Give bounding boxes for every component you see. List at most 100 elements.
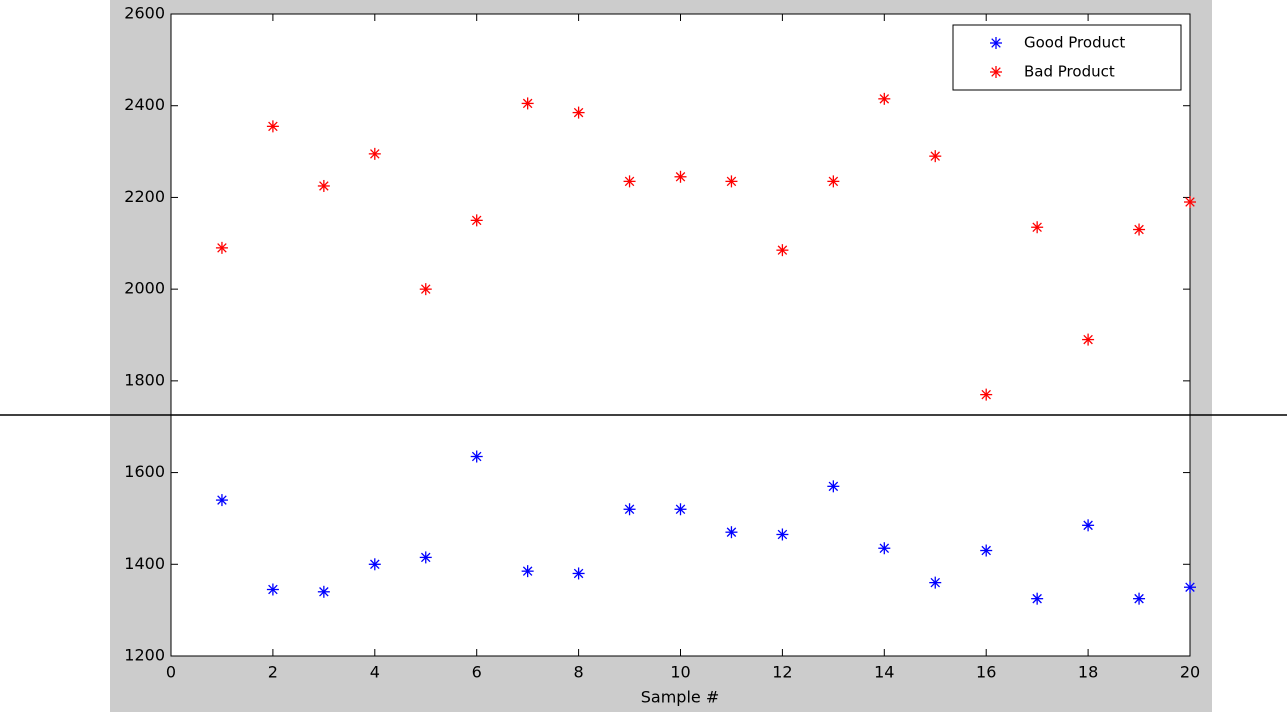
x-tick-label: 20 [1180, 663, 1200, 682]
y-tick-label: 1600 [124, 462, 165, 481]
point [1082, 333, 1095, 346]
point [368, 558, 381, 571]
point [725, 526, 738, 539]
marker-stroke [319, 587, 329, 597]
marker-stroke [217, 243, 227, 253]
point [827, 175, 840, 188]
marker-stroke [1032, 222, 1042, 232]
marker-stroke [370, 149, 380, 159]
marker-stroke [522, 566, 533, 576]
point [776, 528, 789, 541]
marker-stroke [471, 215, 482, 226]
legend-label: Good Product [1024, 34, 1125, 52]
legend: Good Product Bad Product [952, 24, 1182, 91]
point [1184, 581, 1196, 594]
point [317, 179, 330, 192]
point [266, 583, 279, 596]
point [1082, 519, 1095, 532]
point [980, 388, 993, 401]
y-tick-label: 2600 [124, 4, 165, 23]
marker-stroke [370, 559, 380, 570]
marker-stroke [1134, 224, 1144, 235]
point [215, 241, 228, 254]
marker-stroke [675, 504, 686, 515]
point [623, 175, 636, 188]
point [1031, 221, 1044, 234]
marker-stroke [573, 568, 584, 579]
point [1133, 592, 1146, 605]
marker-stroke [1185, 582, 1195, 592]
point [776, 244, 789, 257]
x-tick-label: 12 [772, 663, 792, 682]
marker-stroke [268, 121, 278, 132]
point [674, 170, 687, 183]
marker-stroke [420, 284, 431, 294]
marker-stroke [828, 176, 839, 187]
x-tick-label: 8 [574, 663, 584, 682]
point [572, 106, 585, 119]
x-tick-label: 2 [268, 663, 278, 682]
y-tick-label: 2000 [124, 279, 165, 298]
point [521, 97, 534, 110]
legend-box [952, 24, 1182, 91]
x-tick-label: 18 [1078, 663, 1098, 682]
point [929, 576, 942, 589]
legend-marker [990, 66, 1002, 78]
marker-stroke [1185, 197, 1195, 207]
point [1133, 223, 1146, 236]
point [317, 585, 330, 598]
point [674, 503, 687, 516]
point [929, 150, 942, 163]
marker-stroke [930, 577, 941, 588]
point [368, 147, 381, 160]
point [878, 542, 891, 555]
point [725, 175, 738, 188]
marker-stroke [319, 181, 329, 191]
point [266, 120, 279, 133]
marker-stroke [879, 94, 890, 104]
point [1031, 592, 1044, 605]
legend-label: Bad Product [1024, 63, 1115, 81]
marker-stroke [1083, 520, 1093, 531]
marker-stroke [573, 107, 584, 118]
marker-stroke [981, 389, 991, 400]
marker-stroke [879, 543, 890, 553]
marker-stroke [624, 176, 635, 187]
point [827, 480, 840, 493]
marker-stroke [217, 495, 227, 505]
legend-marker [990, 37, 1002, 49]
y-tick-label: 1400 [124, 554, 165, 573]
marker-stroke [624, 504, 635, 515]
marker-stroke [828, 481, 839, 492]
marker-stroke [777, 245, 788, 255]
x-tick-label: 6 [472, 663, 482, 682]
point [470, 450, 483, 463]
marker-stroke [1083, 334, 1093, 345]
marker-stroke [777, 529, 788, 540]
marker-stroke [1032, 593, 1042, 604]
point [215, 494, 228, 507]
x-tick-label: 0 [166, 663, 176, 682]
x-tick-label: 16 [976, 663, 996, 682]
marker-stroke [981, 545, 991, 556]
point [980, 544, 993, 557]
x-axis-label: Sample # [641, 688, 719, 707]
x-tick-label: 14 [874, 663, 894, 682]
y-tick-label: 2400 [124, 95, 165, 114]
marker-stroke [420, 552, 431, 563]
point [470, 214, 483, 227]
marker-stroke [930, 151, 941, 161]
marker-stroke [522, 98, 533, 109]
y-tick-label: 1200 [124, 646, 165, 665]
marker-stroke [991, 38, 1001, 48]
point [878, 92, 891, 105]
point [572, 567, 585, 580]
point [419, 283, 432, 296]
point [1184, 196, 1196, 209]
x-tick-label: 4 [370, 663, 380, 682]
marker-stroke [471, 451, 482, 462]
point [521, 565, 534, 578]
marker-stroke [726, 176, 737, 187]
y-tick-label: 1800 [124, 370, 165, 389]
